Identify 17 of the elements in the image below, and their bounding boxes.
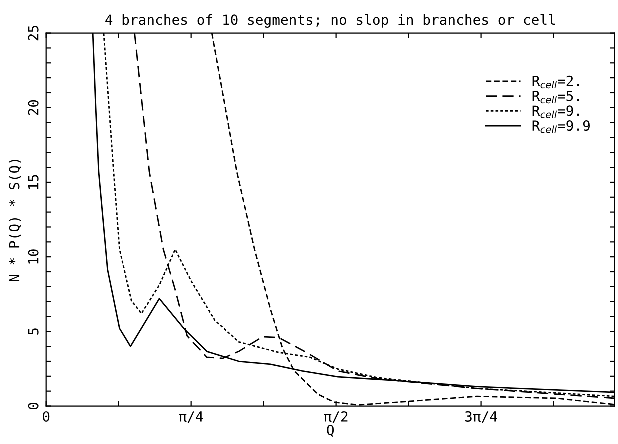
x-tick-label: π/2 bbox=[324, 411, 348, 424]
y-tick-label: 5 bbox=[28, 328, 39, 335]
x-tick-label: π/4 bbox=[179, 412, 204, 424]
legend-label: R$_{cell}$=9.9 bbox=[532, 120, 590, 134]
legend-label: R$_{cell}$=5. bbox=[532, 91, 580, 104]
y-tick-label: 25 bbox=[28, 26, 39, 41]
x-tick-label: 3π/4 bbox=[466, 411, 498, 424]
y-tick-label: 0 bbox=[28, 402, 39, 410]
y-axis-title: N * P(Q) * S(Q) bbox=[8, 160, 22, 282]
x-axis-title: Q bbox=[327, 424, 334, 438]
y-tick-label: 15 bbox=[28, 175, 39, 190]
legend-label: R$_{cell}$=2. bbox=[532, 76, 580, 89]
chart-title: 4 branches of 10 segments; no slop in branches or cell bbox=[106, 14, 556, 28]
x-tick-label: 0 bbox=[43, 411, 50, 422]
legend-label: R$_{cell}$=9. bbox=[532, 106, 580, 118]
y-tick-label: 20 bbox=[28, 100, 39, 116]
y-tick-label: 10 bbox=[28, 250, 39, 264]
